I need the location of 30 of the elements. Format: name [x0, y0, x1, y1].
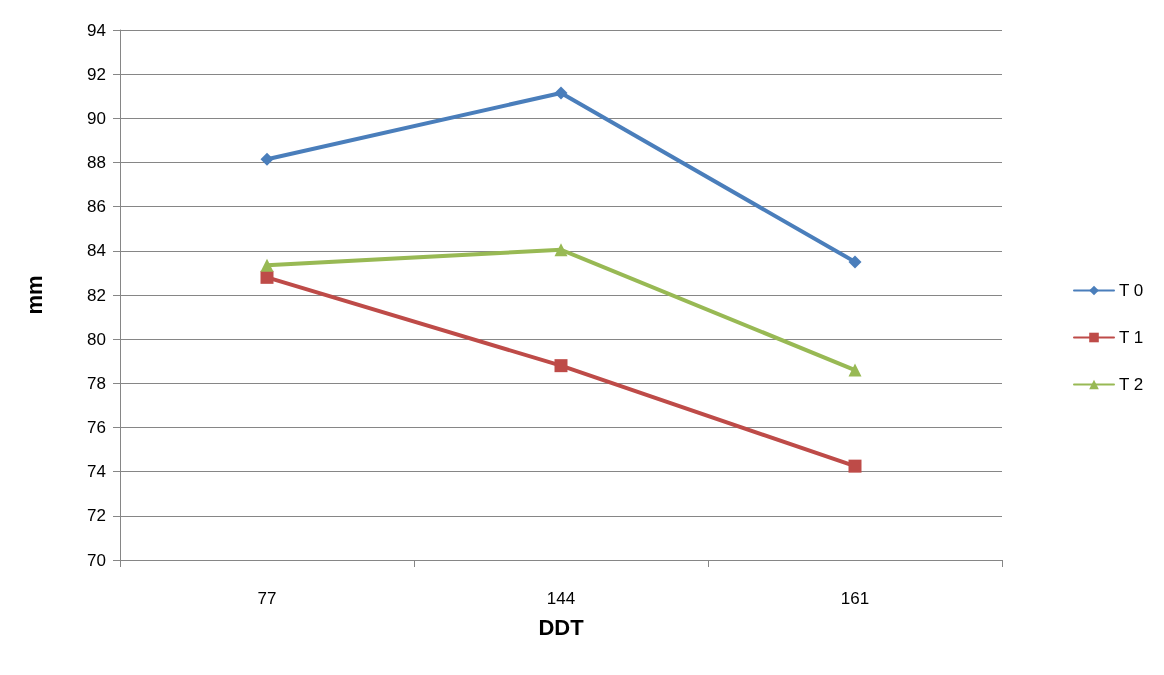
point	[554, 243, 568, 257]
point	[260, 152, 274, 166]
x-axis-title: DDT	[538, 614, 585, 640]
point	[848, 255, 862, 269]
point	[848, 363, 862, 377]
legend-label: T 1	[1119, 328, 1144, 347]
point	[554, 359, 568, 373]
y-tick-label: 76	[87, 418, 106, 437]
point	[260, 270, 274, 284]
y-tick-label: 94	[87, 20, 106, 40]
y-tick-label: 72	[87, 506, 106, 526]
x-tick-label: 144	[546, 589, 576, 608]
y-tick-label: 74	[87, 462, 106, 482]
y-tick-label: 88	[87, 153, 106, 172]
y-tick-label: 92	[87, 64, 106, 84]
legend-label: T 0	[1119, 281, 1144, 300]
legend-label: T 2	[1119, 375, 1144, 394]
point	[554, 86, 568, 100]
y-tick-label: 78	[87, 373, 106, 393]
x-tick-label: 161	[840, 589, 870, 608]
y-tick-label: 84	[87, 241, 106, 261]
y-tick-label: 70	[87, 550, 106, 570]
x-tick-label: 77	[257, 589, 277, 608]
point	[260, 258, 274, 272]
y-tick-label: 80	[87, 329, 106, 349]
point	[848, 459, 862, 473]
y-tick-label: 82	[87, 285, 106, 305]
y-axis-title: mm	[21, 275, 47, 315]
y-tick-label: 90	[87, 108, 106, 128]
y-tick-label: 86	[87, 197, 106, 217]
